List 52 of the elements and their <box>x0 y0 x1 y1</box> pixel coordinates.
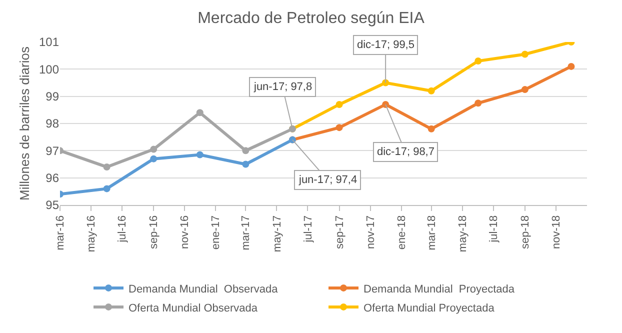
point <box>150 155 158 162</box>
x-tick-label: sep-17 <box>334 215 346 250</box>
point <box>336 124 343 132</box>
x-tick-label: may-18 <box>456 215 469 252</box>
legend-label: Oferta Mundial Proyectada <box>364 302 496 314</box>
point <box>242 147 250 154</box>
point <box>474 100 482 107</box>
y-tick-label: 95 <box>46 198 60 212</box>
x-tick-label: nov-16 <box>179 215 192 250</box>
x-tick-label: mar-18 <box>426 215 438 250</box>
x-tick-label: jul-16 <box>116 215 129 244</box>
legend-label: Demanda Mundial Proyectada <box>364 283 516 296</box>
point <box>242 160 250 168</box>
point <box>428 87 435 94</box>
y-tick-label: 100 <box>38 62 60 76</box>
annotation: dic-17; 98,7 <box>377 146 434 158</box>
x-tick-label: jul-18 <box>488 215 500 244</box>
x-tick-label: nov-18 <box>550 215 563 250</box>
point <box>474 58 482 65</box>
annotation: jun-17; 97,4 <box>298 174 358 186</box>
y-tick-label: 99 <box>46 90 60 104</box>
point <box>428 125 435 132</box>
legend-label: Demanda Mundial Observada <box>128 283 279 296</box>
annotation: jun-17; 97,8 <box>253 81 312 93</box>
x-tick-label: may-17 <box>271 215 284 252</box>
point <box>196 109 204 116</box>
point <box>521 86 528 94</box>
legend-label: Oferta Mundial Observada <box>128 302 258 314</box>
y-tick-label: 101 <box>38 35 60 50</box>
y-tick-label: 98 <box>46 116 60 131</box>
x-tick-label: mar-16 <box>54 215 67 250</box>
x-tick-label: sep-18 <box>520 215 532 250</box>
x-tick-label: ene-17 <box>210 215 222 250</box>
x-tick-label: sep-16 <box>148 215 160 250</box>
y-tick-label: 97 <box>46 144 60 158</box>
point <box>521 50 528 58</box>
x-tick-label: jul-17 <box>302 215 314 244</box>
x-tick-label: mar-17 <box>240 215 252 250</box>
x-tick-label: nov-17 <box>364 215 377 250</box>
point <box>196 151 204 158</box>
point <box>336 100 343 108</box>
x-tick-label: ene-18 <box>396 215 408 250</box>
point <box>568 62 575 70</box>
point <box>103 185 110 192</box>
chart-title: Mercado de Petroleo según EIA <box>198 10 425 27</box>
point <box>150 146 158 153</box>
x-tick-label: may-16 <box>86 215 98 252</box>
point <box>103 163 110 170</box>
y-tick-label: 96 <box>46 171 60 186</box>
annotation: dic-17; 99,5 <box>357 39 414 51</box>
point <box>382 100 390 108</box>
y-axis-title: Millones de barriles diarios <box>16 46 32 200</box>
